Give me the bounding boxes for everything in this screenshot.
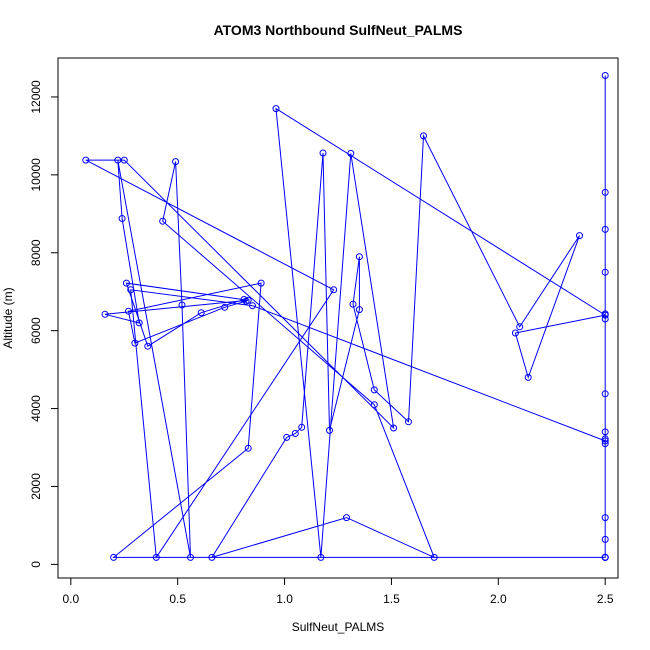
data-point	[601, 311, 609, 319]
data-point	[178, 301, 186, 309]
x-axis: 0.0 0.5 1.0 1.5 2.0 2.5	[62, 578, 614, 606]
data-point	[131, 339, 139, 347]
y-tick-label: 2000	[29, 473, 43, 500]
data-point	[122, 279, 130, 287]
y-tick-label: 4000	[29, 395, 43, 422]
data-point	[317, 553, 325, 561]
data-point	[244, 444, 252, 452]
data-point	[326, 426, 333, 434]
data-point	[208, 553, 216, 561]
data-point	[370, 386, 378, 394]
data-point	[283, 433, 291, 441]
data-point	[601, 440, 609, 448]
data-point	[601, 553, 609, 561]
data-point	[244, 296, 252, 304]
plot-area	[82, 72, 609, 561]
y-axis-label: Altitude (m)	[1, 287, 15, 348]
data-point	[257, 279, 265, 287]
data-point	[319, 149, 327, 157]
x-tick-label: 0.0	[62, 592, 79, 606]
data-point	[601, 225, 609, 233]
data-point	[430, 553, 438, 561]
x-tick-label: 0.5	[169, 592, 186, 606]
data-point	[601, 437, 609, 445]
data-point	[197, 309, 205, 317]
data-point	[298, 423, 306, 431]
data-point	[355, 253, 363, 261]
data-point	[144, 342, 152, 350]
data-point	[159, 217, 167, 225]
x-tick-label: 2.0	[490, 592, 507, 606]
data-point	[370, 401, 378, 409]
data-point	[347, 149, 355, 157]
data-point	[355, 306, 363, 314]
chart-title: ATOM3 Northbound SulfNeut_PALMS	[214, 22, 463, 38]
y-tick-label: 6000	[29, 317, 43, 344]
data-point	[511, 329, 519, 337]
y-axis: 0 2000 4000 6000 8000 10000 12000	[29, 80, 58, 568]
data-point	[249, 302, 256, 310]
y-tick-label: 8000	[29, 239, 43, 266]
data-point	[240, 296, 248, 303]
data-point	[601, 514, 609, 522]
y-tick-label: 10000	[29, 158, 43, 192]
data-point	[601, 268, 609, 276]
data-point	[601, 435, 609, 443]
data-point	[291, 430, 299, 437]
data-point	[601, 535, 609, 543]
data-point	[82, 156, 90, 164]
data-point	[390, 424, 398, 432]
data-point	[135, 319, 143, 327]
data-point	[524, 373, 532, 381]
data-point	[420, 132, 427, 140]
data-point	[110, 553, 118, 561]
y-tick-label: 12000	[29, 80, 43, 114]
data-point	[601, 72, 609, 79]
data-point	[152, 553, 160, 561]
y-tick-label: 0	[29, 561, 43, 568]
x-tick-label: 2.5	[597, 592, 614, 606]
data-point	[125, 307, 132, 315]
data-point	[349, 300, 357, 308]
data-point	[187, 553, 194, 561]
data-point	[221, 303, 229, 311]
data-point	[172, 158, 180, 166]
data-point	[601, 315, 609, 323]
data-point	[601, 390, 609, 398]
data-point	[601, 428, 609, 436]
x-axis-label: SulfNeut_PALMS	[292, 620, 385, 634]
data-point	[576, 232, 583, 240]
data-point	[127, 286, 135, 294]
series-line	[85, 75, 607, 559]
data-point	[120, 156, 128, 164]
x-tick-label: 1.0	[276, 592, 293, 606]
data-point	[101, 310, 109, 318]
data-point	[516, 323, 524, 331]
data-point	[405, 418, 412, 426]
data-point	[272, 105, 280, 113]
data-point	[330, 286, 338, 294]
plot-frame	[57, 57, 619, 579]
data-point	[118, 215, 126, 222]
data-point	[343, 514, 350, 522]
x-tick-label: 1.5	[383, 592, 400, 606]
data-point	[601, 188, 609, 196]
